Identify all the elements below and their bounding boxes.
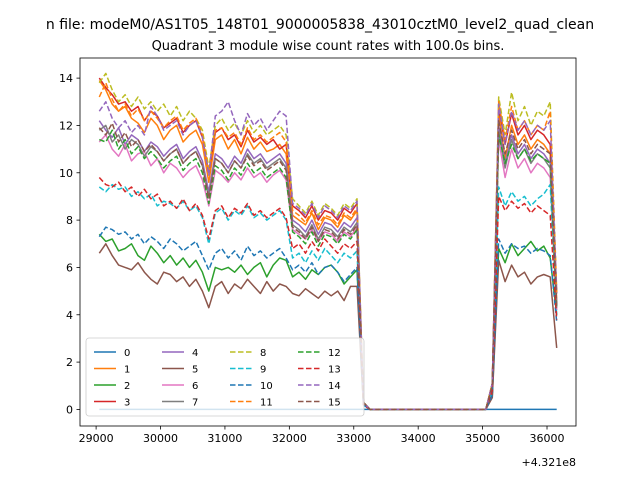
y-tick-label: 0 (66, 403, 73, 416)
x-tick-label: 31000 (207, 432, 242, 445)
legend-label-3: 3 (124, 398, 130, 409)
legend-label-5: 5 (192, 365, 198, 376)
y-tick-label: 12 (59, 119, 73, 132)
y-tick-label: 4 (66, 309, 73, 322)
legend-label-12: 12 (328, 348, 341, 359)
series-layer (98, 72, 558, 411)
legend-label-15: 15 (328, 398, 341, 409)
legend-label-1: 1 (124, 365, 130, 376)
y-tick-label: 6 (66, 261, 73, 274)
y-tick-label: 14 (59, 72, 73, 85)
x-tick-label: 32000 (272, 432, 307, 445)
legend-box (85, 337, 365, 417)
x-tick-label: 30000 (143, 432, 178, 445)
series-line-8 (98, 72, 558, 411)
y-tick-label: 10 (59, 167, 73, 180)
legend-label-10: 10 (260, 381, 273, 392)
x-tick-label: 29000 (79, 432, 114, 445)
legend-label-8: 8 (260, 348, 266, 359)
x-axis: 29000 30000 31000 32000 33000 34000 35000 36000 (79, 426, 565, 445)
y-tick-label: 2 (66, 356, 73, 369)
legend-label-7: 7 (192, 398, 198, 409)
chart-title: Quadrant 3 module wise count rates with … (152, 39, 505, 54)
x-offset-label: +4.321e8 (522, 456, 576, 469)
series-line-15 (98, 119, 558, 411)
x-tick-label: 33000 (336, 432, 371, 445)
y-axis: 0 2 4 6 8 10 12 14 (59, 72, 80, 416)
legend-label-14: 14 (328, 381, 341, 392)
legend-label-4: 4 (192, 348, 198, 359)
x-tick-label: 35000 (465, 432, 500, 445)
legend-label-9: 9 (260, 365, 266, 376)
legend-label-11: 11 (260, 398, 273, 409)
legend-label-2: 2 (124, 381, 130, 392)
legend-label-0: 0 (124, 348, 130, 359)
y-tick-label: 8 (66, 214, 73, 227)
axes-frame (79, 57, 577, 427)
legend-label-13: 13 (328, 365, 341, 376)
legend-label-6: 6 (192, 381, 198, 392)
x-tick-label: 34000 (401, 432, 436, 445)
figure-suptitle: n file: modeM0/AS1T05_148T01_9000005838_… (46, 17, 594, 33)
x-tick-label: 36000 (530, 432, 565, 445)
